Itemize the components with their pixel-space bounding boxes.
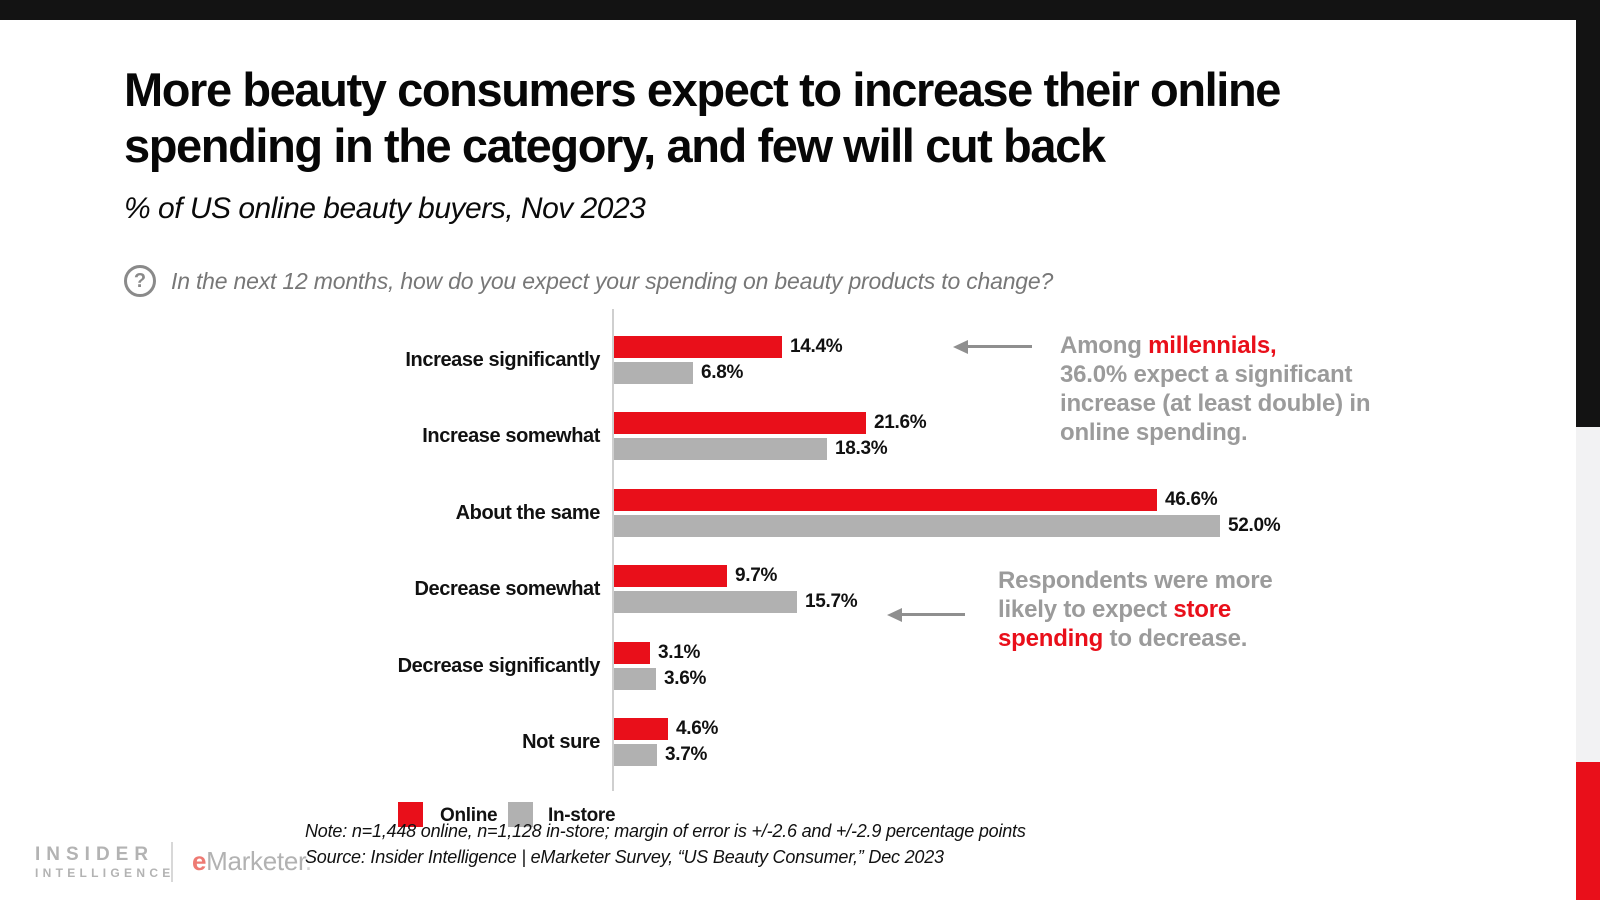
bar-online-5 (614, 642, 650, 664)
bar-online-2 (614, 412, 866, 434)
bar-in-store-4 (614, 591, 797, 613)
bar-online-6 (614, 718, 668, 740)
value-label: 4.6% (676, 718, 719, 739)
bar-online-3 (614, 489, 1157, 511)
bar-in-store-6 (614, 744, 657, 766)
question-mark-icon: ? (124, 265, 156, 297)
top-black-bar (0, 0, 1600, 20)
bar-in-store-5 (614, 668, 656, 690)
legend-label-in-store: In-store (548, 805, 616, 826)
annotation-text-part: millennials, (1148, 332, 1277, 359)
value-label: 15.7% (805, 591, 858, 612)
value-label: 46.6% (1165, 489, 1218, 510)
side-strip-red (1576, 762, 1600, 900)
emarketer-logo-rest: Marketer (206, 846, 305, 876)
value-label: 3.6% (664, 668, 707, 689)
bar-in-store-1 (614, 362, 693, 384)
annotation-text-part: to decrease. (1103, 625, 1248, 652)
bar-in-store-2 (614, 438, 827, 460)
page-title-line1: More beauty consumers expect to increase… (124, 63, 1281, 116)
value-label: 18.3% (835, 438, 888, 459)
left-arrow-icon (902, 613, 965, 616)
page-subtitle: % of US online beauty buyers, Nov 2023 (124, 192, 646, 225)
legend-swatch-online (398, 802, 423, 827)
value-label: 3.1% (658, 642, 701, 663)
left-arrow-icon (968, 345, 1032, 348)
bar-online-1 (614, 336, 782, 358)
bar-online-4 (614, 565, 727, 587)
survey-question-text: In the next 12 months, how do you expect… (171, 268, 1054, 294)
left-arrow-icon (887, 608, 902, 622)
annotation-text-part: Respondents were more likely to expect (998, 567, 1273, 623)
page-title-line2: spending in the category, and few will c… (124, 119, 1106, 172)
side-strip-gray (1576, 427, 1600, 762)
value-label: 52.0% (1228, 515, 1281, 536)
insider-logo-line2: INTELLIGENCE (35, 866, 175, 880)
emarketer-logo: eMarketer. (192, 846, 312, 877)
annotation-text-part: store spending (998, 596, 1232, 652)
logo-divider (171, 842, 173, 882)
millennials-callout: Among millennials, 36.0% expect a signif… (1060, 331, 1420, 447)
value-label: 9.7% (735, 565, 778, 586)
left-arrow-icon (953, 340, 968, 354)
category-label: Decrease somewhat (414, 578, 600, 600)
legend-swatch-in-store (508, 802, 533, 827)
category-label: Increase significantly (405, 349, 600, 371)
store-spending-callout: Respondents were more likely to expect s… (998, 566, 1338, 653)
insider-logo-line1: INSIDER (35, 844, 155, 865)
annotation-text-part: Among (1060, 332, 1149, 359)
value-label: 3.7% (665, 744, 708, 765)
value-label: 21.6% (874, 412, 927, 433)
source-text: Source: Insider Intelligence | eMarketer… (305, 847, 944, 867)
value-label: 14.4% (790, 336, 843, 357)
category-label: About the same (455, 502, 601, 524)
y-axis-line (612, 309, 614, 791)
category-label: Not sure (522, 731, 600, 753)
emarketer-logo-e: e (192, 846, 207, 876)
emarketer-logo-period: . (304, 846, 312, 876)
annotation-text-part: 36.0% expect a significant increase (at … (1060, 361, 1371, 446)
category-label: Decrease significantly (397, 655, 601, 677)
side-strip-black (1576, 20, 1600, 427)
legend-label-online: Online (440, 805, 498, 826)
value-label: 6.8% (701, 362, 744, 383)
note-text: Note: n=1,448 online, n=1,128 in-store; … (305, 821, 1026, 841)
bar-in-store-3 (614, 515, 1220, 537)
category-label: Increase somewhat (422, 425, 600, 447)
page-title: More beauty consumers expect to increase… (124, 62, 1524, 174)
